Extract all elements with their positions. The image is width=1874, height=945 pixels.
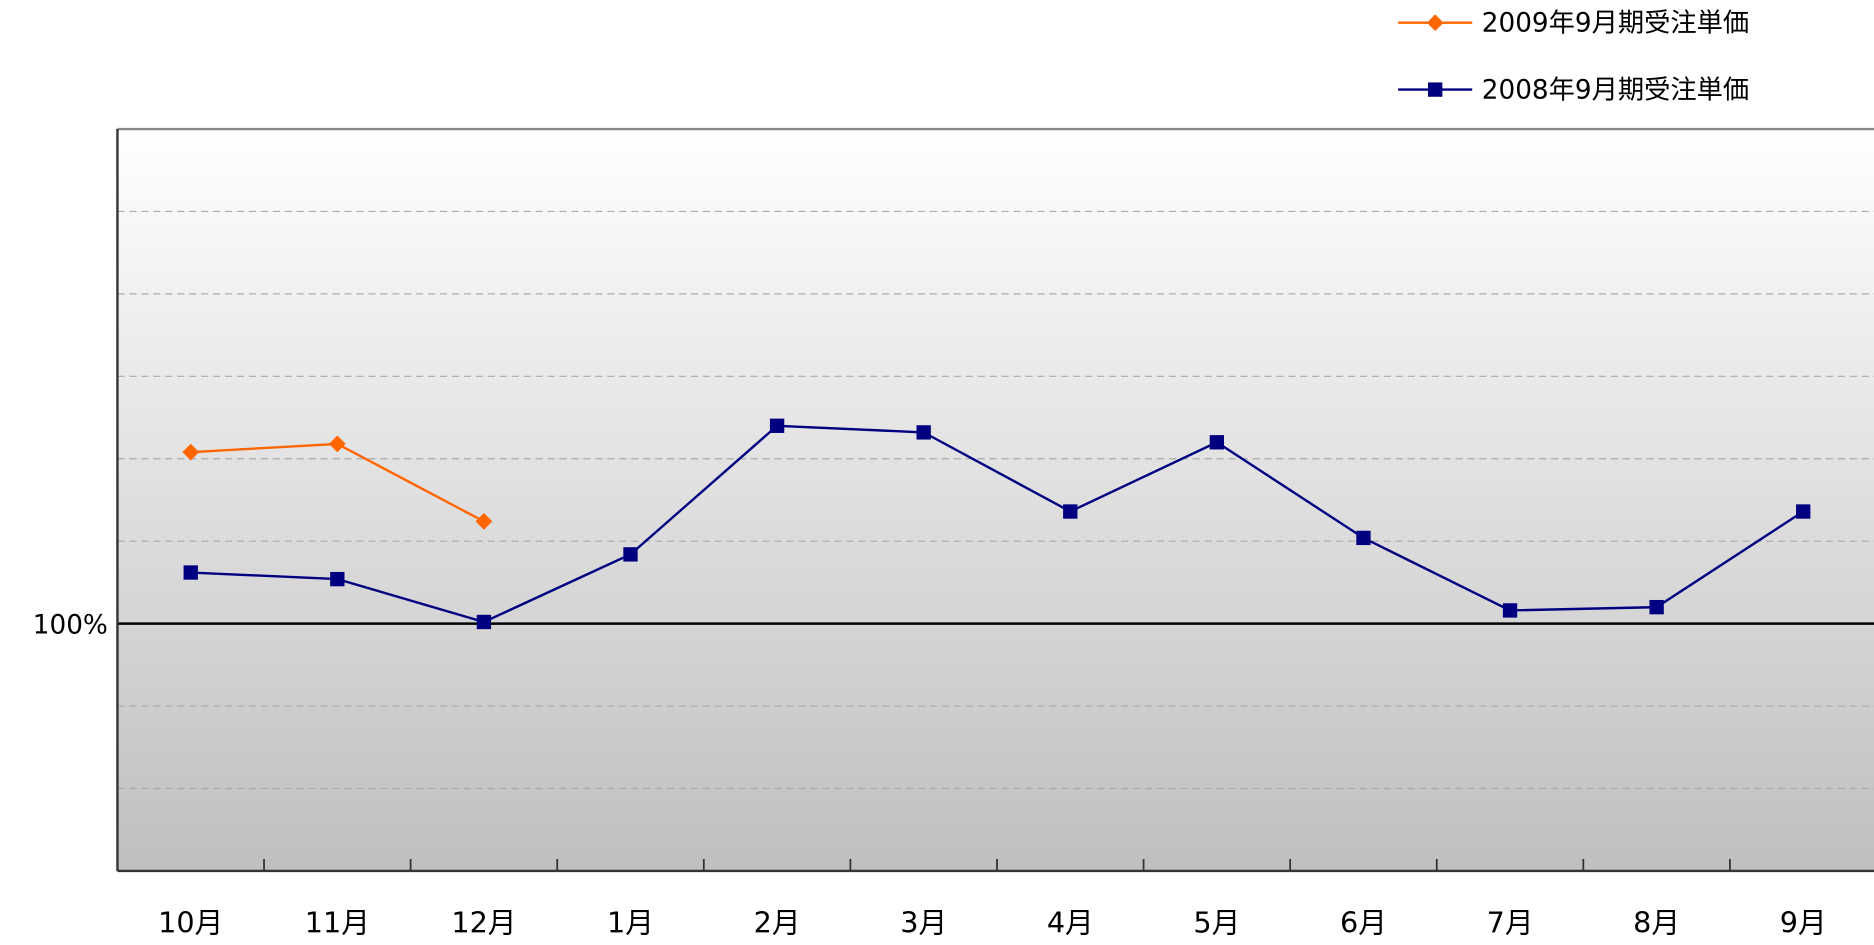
series-line: [190, 424, 1804, 624]
point: [1649, 599, 1664, 615]
point: [1796, 504, 1811, 519]
point: [1356, 530, 1371, 546]
y-tick-label: 100%: [33, 611, 108, 641]
x-tick-label: 10月: [158, 906, 223, 940]
point: [183, 565, 198, 580]
x-tick-label: 7月: [1487, 906, 1534, 940]
x-tick-label: 5月: [1193, 906, 1240, 940]
legend-label: 2008年9月期受注単価: [1482, 75, 1749, 105]
point: [182, 443, 200, 461]
x-tick-label: 4月: [1047, 906, 1094, 940]
point: [330, 571, 345, 587]
x-tick-label: 8月: [1633, 906, 1680, 940]
point: [769, 418, 785, 433]
point: [476, 614, 492, 630]
plot-area: [117, 129, 1874, 871]
point: [1426, 14, 1444, 32]
x-tick-label: 6月: [1340, 906, 1387, 940]
point: [623, 547, 638, 562]
x-tick-label: 12月: [451, 906, 516, 940]
x-tick-label: 9月: [1780, 906, 1827, 940]
x-tick-label: 3月: [900, 906, 947, 940]
point: [328, 435, 346, 453]
point: [916, 425, 931, 440]
point: [1209, 435, 1225, 450]
point: [1428, 82, 1443, 97]
legend-label: 2009年9月期受注単価: [1482, 8, 1749, 38]
point: [1502, 603, 1518, 618]
x-tick-label: 1月: [607, 906, 654, 940]
point: [1063, 504, 1078, 519]
x-tick-label: 11月: [305, 906, 370, 940]
x-tick-label: 2月: [754, 906, 801, 940]
